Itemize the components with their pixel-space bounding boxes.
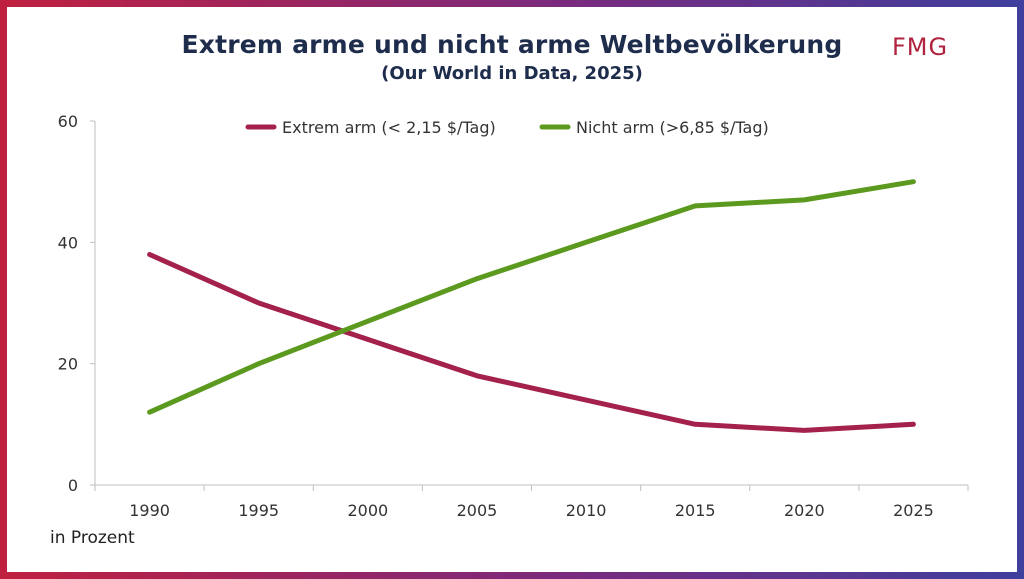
unit-note: in Prozent	[50, 528, 135, 548]
y-tick-label: 60	[58, 112, 78, 131]
series-line-extrem-arm	[147, 252, 916, 433]
chart-series	[147, 179, 916, 433]
x-tick-label: 2015	[675, 501, 716, 520]
y-tick-label: 0	[68, 476, 78, 495]
y-tick-label: 20	[58, 355, 78, 374]
fmg-logo: FMG	[892, 33, 949, 61]
legend-label: Nicht arm (>6,85 $/Tag)	[576, 118, 769, 137]
chart-title: Extrem arme und nicht arme Weltbevölkeru…	[181, 30, 843, 59]
x-tick-label: 2020	[784, 501, 825, 520]
chart-legend: Extrem arm (< 2,15 $/Tag) Nicht arm (>6,8…	[245, 118, 769, 137]
x-tick-label: 1990	[129, 501, 170, 520]
x-tick-label: 1995	[238, 501, 279, 520]
chart-axes: 0 20 40 60 1990 1995 2000 2005 2010 2015 2020 2025	[58, 112, 969, 520]
chart-subtitle: (Our World in Data, 2025)	[381, 63, 643, 84]
series-line-nicht-arm	[147, 179, 916, 415]
x-tick-label: 2000	[347, 501, 388, 520]
chart-panel	[7, 7, 1017, 572]
y-tick-label: 40	[58, 233, 78, 252]
x-tick-label: 2010	[566, 501, 607, 520]
legend-label: Extrem arm (< 2,15 $/Tag)	[282, 118, 496, 137]
x-tick-label: 2025	[893, 501, 934, 520]
x-tick-label: 2005	[457, 501, 498, 520]
